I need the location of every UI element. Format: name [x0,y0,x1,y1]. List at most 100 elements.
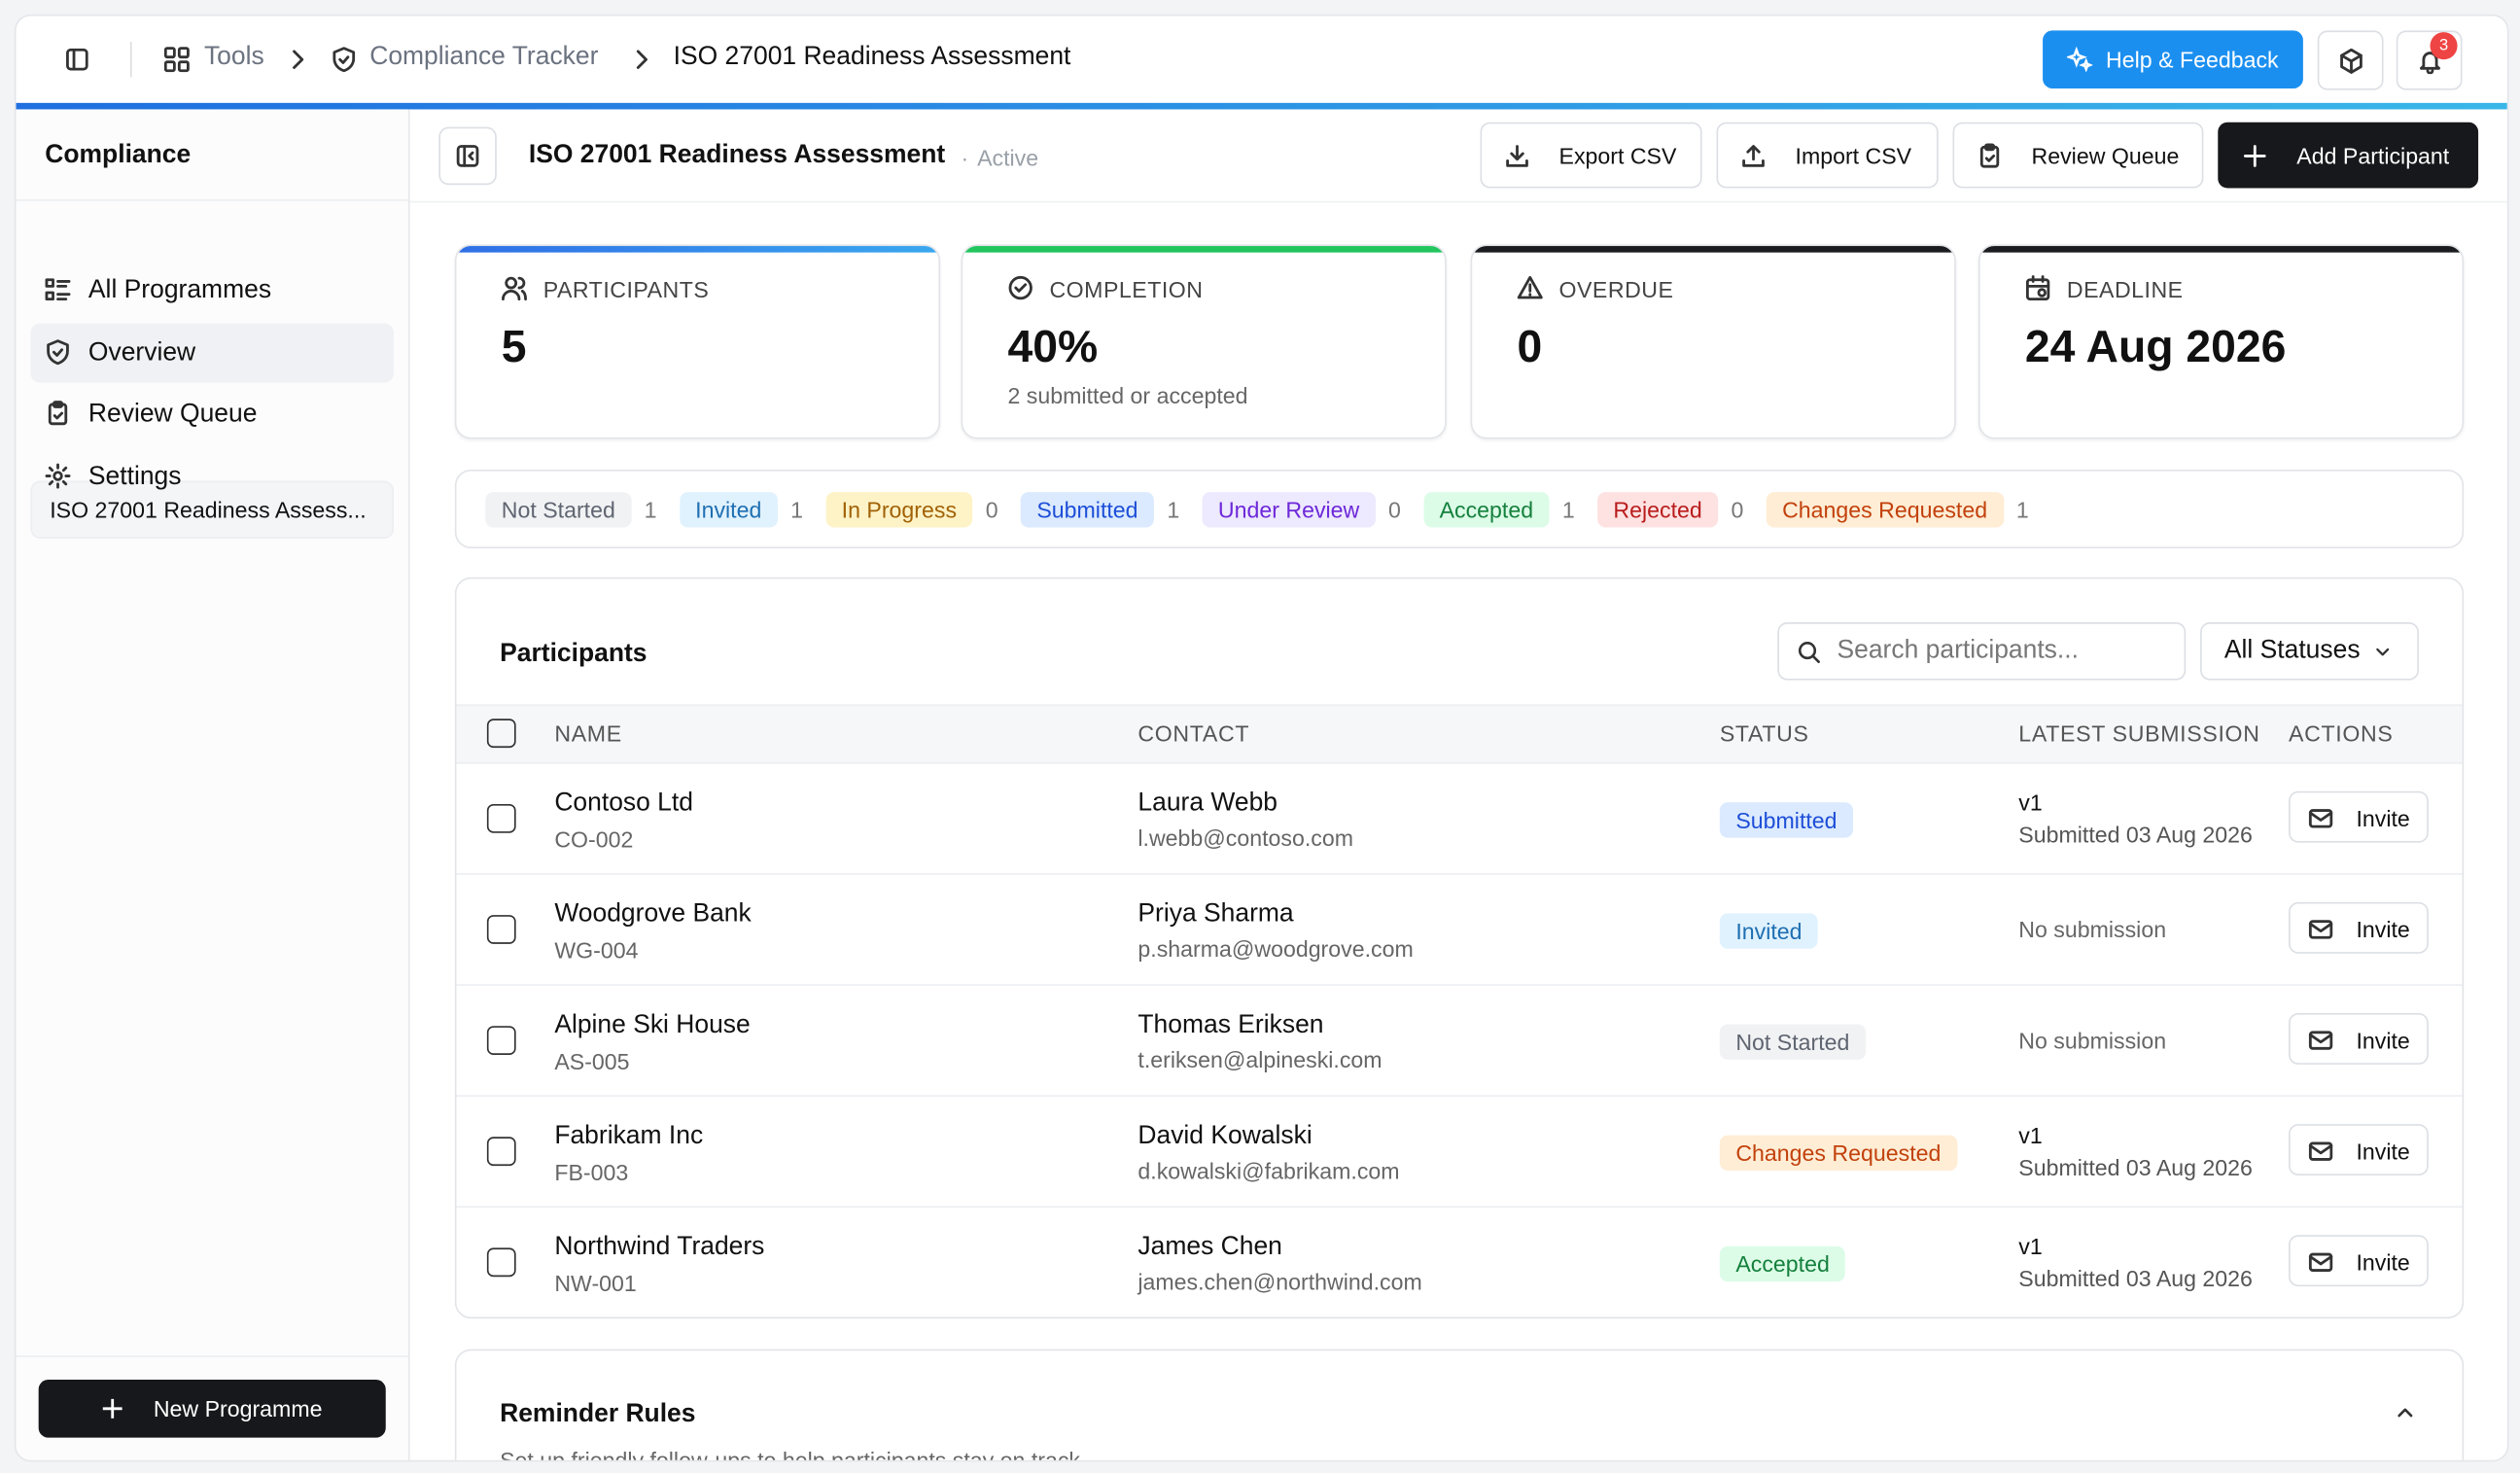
checkbox[interactable] [486,915,516,944]
help-label: Help & Feedback [2106,46,2279,73]
status-chip: Accepted [1423,491,1550,527]
contact-email: t.eriksen@alpineski.com [1138,1046,1382,1073]
contact-name: Laura Webb [1138,789,1278,818]
stat-accent [1472,246,1955,253]
submission-none: No submission [2018,1027,2167,1054]
breadcrumb-item[interactable]: Tools [203,43,264,71]
participant-name: Fabrikam Inc [554,1122,704,1150]
action-button[interactable]: Export CSV [1480,122,1702,189]
submission-date: Submitted 03 Aug 2026 [2018,822,2253,848]
stat-accent [1979,246,2463,253]
invite-button[interactable]: Invite [2289,1124,2429,1176]
invite-button[interactable]: Invite [2289,901,2429,954]
checkbox[interactable] [486,719,516,749]
participant-code: AS-005 [554,1048,630,1074]
breadcrumb-item[interactable]: Compliance Tracker [369,43,599,71]
nav-item[interactable]: Review Queue [30,384,394,443]
icon [1517,275,1543,300]
status-badge: Invited [1719,913,1819,949]
column-header: LATEST SUBMISSION [2018,719,2260,747]
icon [45,462,71,488]
status-count: 1 [1167,496,1180,522]
sidebar-toggle[interactable] [66,48,88,71]
stat-accent [962,246,1446,253]
participant-code: FB-003 [554,1159,629,1185]
status-count: 1 [790,496,804,522]
icon [2393,1401,2417,1425]
icon [45,276,71,301]
checkbox[interactable] [486,803,516,833]
submission-version: v1 [2018,1233,2043,1260]
invite-label: Invite [2356,1138,2410,1165]
invite-button[interactable]: Invite [2289,790,2429,843]
invite-label: Invite [2356,1027,2410,1054]
status-chip: Under Review [1202,491,1376,527]
page-status: Active [977,144,1039,171]
row-divider [456,1206,2463,1209]
programme-item[interactable]: ISO 27001 Readiness Assess... [30,480,395,540]
nav-item[interactable]: Overview [30,322,395,382]
page-title: ISO 27001 Readiness Assessment [528,141,946,169]
submission-version: v1 [2018,1122,2043,1148]
nav-label: Review Queue [88,400,258,428]
icon [1797,640,1821,664]
tools-icon [163,47,190,73]
icon [2308,917,2333,942]
nav-item[interactable]: Settings [30,446,394,506]
invite-button[interactable]: Invite [2289,1012,2429,1065]
help-button[interactable]: Help & Feedback [2043,30,2303,88]
search-placeholder: Search participants... [1837,636,2079,665]
icon [1504,143,1529,168]
stat-value: 5 [501,321,527,372]
chevron [293,50,304,69]
status-chip: Not Started [485,491,632,527]
card-title: Reminder Rules [500,1400,696,1428]
status-strip: Not Started 1 Invited 1 In Progress 0 Submitte… [454,469,2465,548]
chevron [636,50,648,69]
stat-card: DEADLINE 24 Aug 2026 [1978,244,2465,439]
status-chip: Submitted [1020,491,1155,527]
action-button[interactable]: Import CSV [1716,122,1939,189]
nav-item[interactable]: All Programmes [30,261,394,320]
status-badge: Not Started [1719,1024,1866,1060]
stat-value: 40% [1007,321,1099,372]
checkbox[interactable] [486,1137,516,1167]
status-badge: Accepted [1719,1245,1846,1282]
status-filter[interactable]: All Statuses [2200,622,2419,681]
contact-name: David Kowalski [1138,1122,1312,1150]
icon [2308,1028,2333,1053]
stat-value: 0 [1517,321,1543,372]
checkbox[interactable] [486,1247,516,1278]
submission-none: No submission [2018,916,2167,943]
table-header [456,704,2463,764]
icon [45,401,70,426]
stat-accent [456,246,939,253]
checkbox[interactable] [486,1026,516,1055]
package-button[interactable] [2317,30,2384,90]
card-title: Participants [500,640,648,668]
participants-card: Participants Search participants... All St… [454,577,2465,1319]
search-input[interactable]: Search participants... [1777,622,2187,681]
contact-email: james.chen@northwind.com [1138,1268,1422,1295]
breadcrumb-current: ISO 27001 Readiness Assessment [673,43,1071,71]
action-button[interactable]: Review Queue [1952,122,2204,189]
panel-toggle[interactable] [438,126,497,186]
invite-label: Invite [2356,805,2410,832]
new-programme-button[interactable]: New Programme [38,1380,386,1438]
row-divider [456,873,2463,875]
action-button[interactable]: Add Participant [2218,122,2479,189]
icon [1977,143,2002,168]
contact-email: l.webb@contoso.com [1138,824,1354,851]
contact-name: Thomas Eriksen [1138,1011,1324,1039]
card-description: Set up friendly follow-ups to help parti… [500,1447,1087,1462]
icon [2308,1249,2333,1275]
stat-value: 24 Aug 2026 [2024,321,2287,372]
status-chip: In Progress [825,491,973,527]
shield-icon [332,47,356,73]
participant-name: Alpine Ski House [554,1011,751,1039]
status-count: 0 [1388,496,1401,522]
icon [2308,806,2333,831]
icon [2372,642,2393,663]
invite-button[interactable]: Invite [2289,1235,2429,1287]
